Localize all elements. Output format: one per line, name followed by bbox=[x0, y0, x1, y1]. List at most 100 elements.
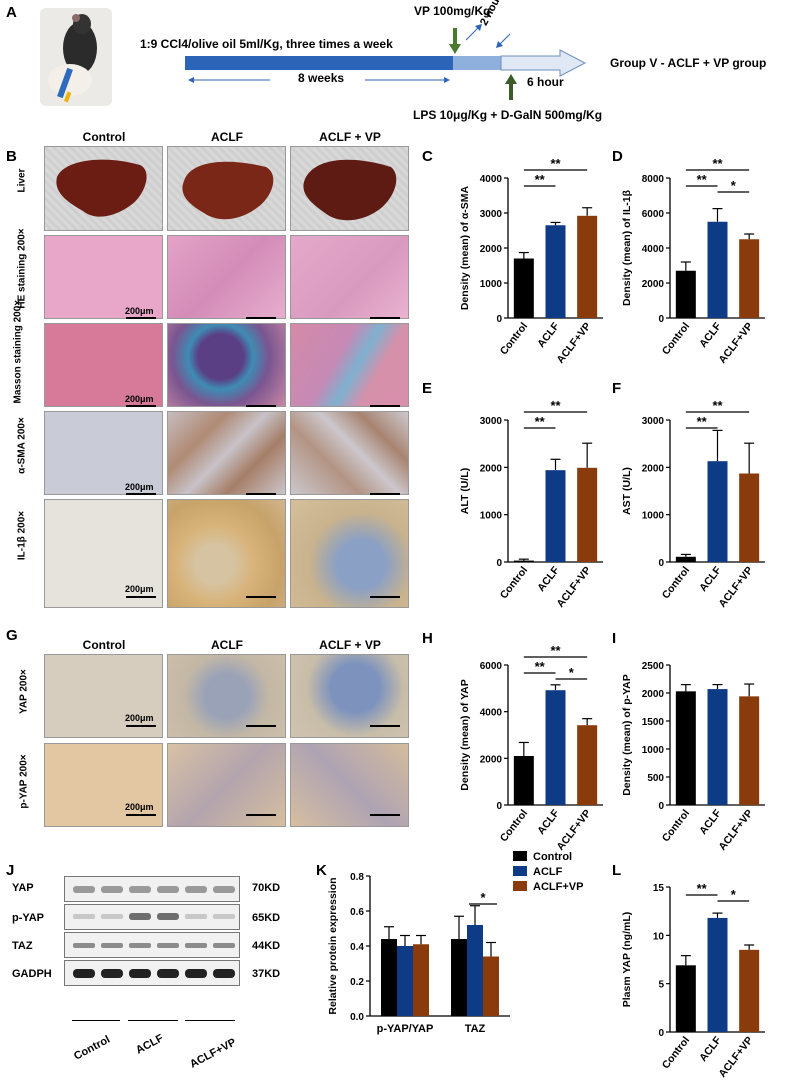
bar-control bbox=[451, 939, 467, 1016]
significance-mark: ** bbox=[535, 659, 546, 674]
duration-text: 8 weeks bbox=[298, 71, 345, 85]
panel-label-j: J bbox=[6, 862, 15, 879]
y-axis-label: ALT (U/L) bbox=[459, 468, 471, 514]
panel-label-l: L bbox=[612, 862, 622, 879]
significance-mark: ** bbox=[697, 172, 708, 187]
bar-control bbox=[381, 939, 397, 1016]
significance-mark: ** bbox=[550, 643, 561, 658]
image-il1b-aclf-vp bbox=[290, 499, 409, 608]
x-category-label: Control bbox=[660, 320, 692, 357]
bar-aclf-vp bbox=[739, 473, 760, 562]
y-tick-label: 0 bbox=[658, 558, 664, 569]
significance-mark: ** bbox=[697, 881, 708, 896]
x-category-label: ACLF bbox=[697, 320, 724, 350]
legend-swatch bbox=[513, 866, 527, 876]
y-tick-label: 1000 bbox=[642, 745, 665, 756]
y-tick-label: 0.8 bbox=[350, 872, 364, 883]
protocol-text: 1:9 CCl4/olive oil 5ml/Kg, three times a… bbox=[140, 37, 393, 51]
significance-mark: ** bbox=[550, 156, 561, 171]
band-label-pyap: p-YAP bbox=[12, 912, 44, 924]
bar-aclf bbox=[707, 221, 728, 318]
lps-dose-text: LPS 10μg/Kg + D-GalN 500mg/Kg bbox=[413, 108, 603, 122]
significance-mark: ** bbox=[535, 172, 546, 187]
image-he-aclf-vp bbox=[290, 235, 409, 319]
y-axis-label: Density (mean) of α-SMA bbox=[459, 185, 471, 310]
image-pyap-control bbox=[44, 743, 163, 827]
significance-mark: * bbox=[731, 887, 737, 902]
column-title-aclf: ACLF bbox=[211, 130, 243, 144]
image-il1b-aclf bbox=[167, 499, 286, 608]
panel-label-d: D bbox=[612, 148, 623, 165]
size-label-taz: 44KD bbox=[252, 940, 281, 952]
timeline-arrow-head bbox=[500, 49, 587, 77]
scale-text-he: 200μm bbox=[125, 306, 154, 316]
y-tick-label: 6000 bbox=[642, 209, 665, 220]
x-category-label: ACLF bbox=[697, 1034, 724, 1064]
scale-bar-masson-vp bbox=[370, 405, 400, 407]
y-tick-label: 3000 bbox=[480, 209, 503, 220]
lps-time-text: 6 hour bbox=[527, 75, 564, 89]
y-tick-label: 3000 bbox=[642, 416, 665, 427]
y-tick-label: 6000 bbox=[480, 661, 503, 672]
y-tick-label: 10 bbox=[653, 931, 665, 942]
bar-aclf bbox=[707, 461, 728, 562]
x-category-label: ACLF bbox=[697, 807, 724, 837]
bar-control bbox=[513, 560, 534, 562]
y-tick-label: 2000 bbox=[480, 463, 503, 474]
y-tick-label: 0.4 bbox=[350, 942, 364, 953]
bar-aclf bbox=[397, 946, 413, 1016]
column-title-g-aclf-vp: ACLF + VP bbox=[319, 638, 381, 652]
column-title-g-aclf: ACLF bbox=[211, 638, 243, 652]
y-tick-label: 1000 bbox=[642, 511, 665, 522]
bar-aclf bbox=[467, 925, 483, 1016]
image-he-control bbox=[44, 235, 163, 319]
band-label-taz: TAZ bbox=[12, 940, 33, 952]
column-title-g-control: Control bbox=[82, 638, 126, 652]
blot-row-taz bbox=[64, 932, 240, 958]
bar-aclf bbox=[545, 690, 566, 805]
y-tick-label: 8000 bbox=[642, 174, 665, 185]
timeline-diagram bbox=[185, 24, 587, 100]
scale-bar-il1b-control bbox=[126, 596, 156, 598]
mouse-photo bbox=[40, 8, 112, 106]
scale-bar-il1b-aclf bbox=[246, 596, 276, 598]
scale-bar-asma-vp bbox=[370, 493, 400, 495]
scale-bar-asma-control bbox=[126, 493, 156, 495]
chart-k: 0.0 0.2 0.4 0.6 0.8 Relative protein expressi… bbox=[327, 851, 583, 1035]
scale-text-pyap: 200μm bbox=[125, 802, 154, 812]
y-tick-label: 0 bbox=[658, 314, 664, 325]
x-category-label: Control bbox=[660, 564, 692, 601]
scale-bar-asma-aclf bbox=[246, 493, 276, 495]
bar-control bbox=[675, 556, 696, 562]
image-yap-aclf bbox=[167, 654, 286, 738]
legend-swatch bbox=[513, 881, 527, 891]
x-category-label: ACLF bbox=[535, 564, 562, 594]
bar-aclf-vp bbox=[739, 696, 760, 805]
panel-label-i: I bbox=[612, 630, 617, 647]
blot-row-gadph bbox=[64, 960, 240, 986]
image-pyap-aclf-vp bbox=[290, 743, 409, 827]
y-tick-label: 0.2 bbox=[350, 977, 364, 988]
y-tick-label: 2000 bbox=[642, 463, 665, 474]
image-asma-aclf-vp bbox=[290, 411, 409, 495]
significance-mark: * bbox=[480, 890, 486, 905]
group-line-vp bbox=[185, 1020, 235, 1021]
size-label-gadph: 37KD bbox=[252, 968, 281, 980]
size-label-pyap: 65KD bbox=[252, 912, 281, 924]
scale-bar-masson-control bbox=[126, 405, 156, 407]
image-yap-aclf-vp bbox=[290, 654, 409, 738]
legend-label: ACLF bbox=[533, 866, 563, 878]
y-tick-label: 4000 bbox=[480, 708, 503, 719]
group-line-control bbox=[72, 1020, 120, 1021]
bar-aclf-vp bbox=[739, 949, 760, 1032]
scale-bar-il1b-vp bbox=[370, 596, 400, 598]
y-tick-label: 2000 bbox=[480, 754, 503, 765]
panel-label-g: G bbox=[6, 627, 18, 644]
y-tick-label: 2500 bbox=[642, 661, 665, 672]
image-yap-control bbox=[44, 654, 163, 738]
vp-dose-text: VP 100mg/Kg bbox=[414, 4, 491, 18]
scale-bar-pyap-aclf bbox=[246, 814, 276, 816]
bar-aclf-vp bbox=[413, 944, 429, 1016]
